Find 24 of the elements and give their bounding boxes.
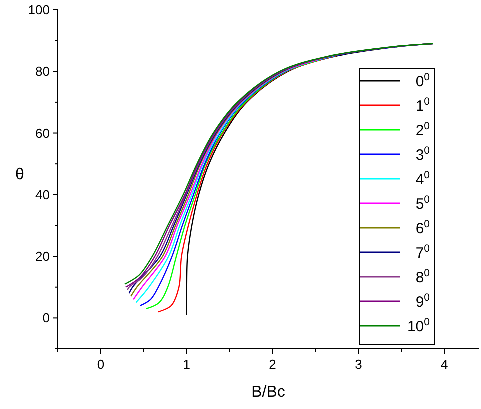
x-axis-title: B/Bc: [252, 384, 286, 401]
y-tick-label: 40: [36, 187, 50, 202]
legend-label: 2$^{0}$: [416, 120, 430, 140]
legend-label: 8$^{0}$: [416, 267, 430, 286]
x-tick-label: 3: [355, 357, 362, 372]
legend-label: 6$^{0}$: [416, 218, 430, 238]
y-tick-label: 80: [36, 64, 50, 80]
x-tick-label: 1: [183, 357, 190, 372]
y-tick-label: 60: [36, 126, 50, 141]
legend-label: 4$^{0}$: [416, 169, 430, 188]
legend-label: 1$^{0}$: [416, 96, 430, 115]
legend-label: 10$^{0}$: [407, 316, 430, 336]
legend-label: 5$^{0}$: [416, 194, 430, 213]
x-tick-label: 0: [97, 357, 105, 372]
y-tick-label: 20: [36, 249, 50, 264]
legend-label: 0$^{0}$: [416, 71, 430, 90]
x-tick-label: 4: [441, 357, 448, 372]
legend-label: 7$^{0}$: [416, 242, 430, 262]
y-tick-label: 0: [42, 310, 50, 326]
legend-label: 3$^{0}$: [416, 144, 430, 164]
y-axis-title: θ: [16, 166, 25, 184]
legend-label: 9$^{0}$: [416, 292, 430, 311]
x-tick-label: 2: [269, 357, 276, 372]
y-tick-label: 100: [28, 2, 50, 18]
